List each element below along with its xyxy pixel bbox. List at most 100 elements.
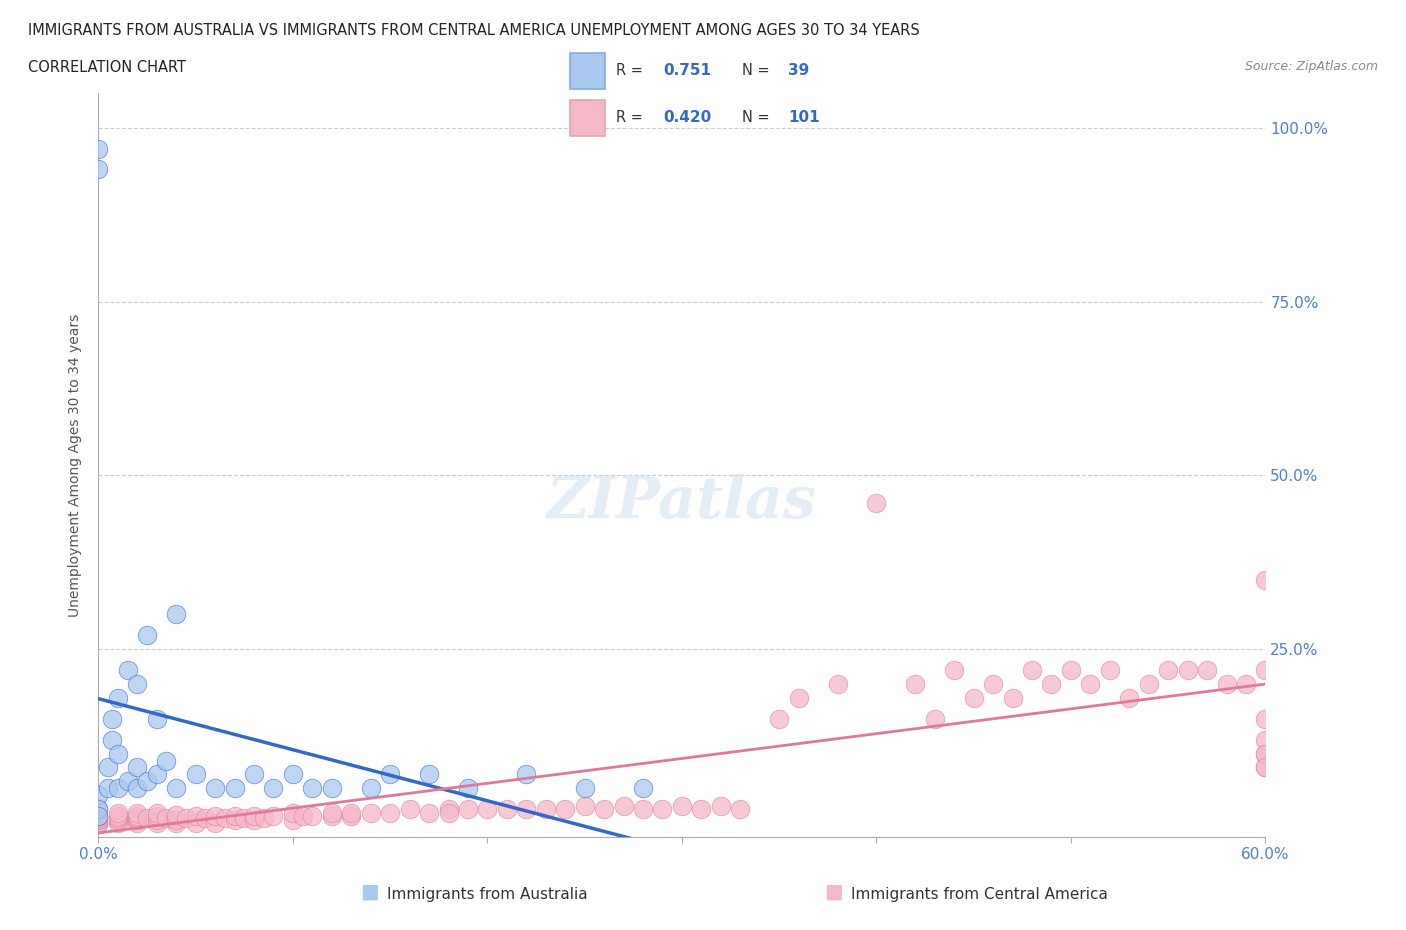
Point — [262, 781, 284, 796]
Text: Immigrants from Australia: Immigrants from Australia — [387, 887, 588, 902]
Point — [165, 812, 187, 827]
Point — [87, 809, 110, 824]
Point — [477, 802, 499, 817]
Point — [671, 798, 693, 813]
Point — [768, 711, 790, 726]
Point — [204, 809, 226, 824]
Point — [194, 810, 217, 825]
Point — [437, 802, 460, 817]
Point — [360, 781, 382, 796]
Point — [865, 496, 887, 511]
Point — [495, 802, 517, 817]
Point — [710, 798, 733, 813]
Point — [515, 767, 537, 782]
Point — [574, 798, 596, 813]
Point — [534, 802, 557, 817]
Bar — [569, 52, 606, 89]
Point — [378, 805, 402, 820]
Point — [87, 816, 110, 830]
Bar — [569, 100, 606, 136]
Text: ZIPatlas: ZIPatlas — [547, 474, 817, 530]
Point — [515, 802, 537, 817]
Point — [340, 805, 363, 820]
Point — [243, 809, 266, 824]
Point — [127, 760, 149, 775]
Point — [651, 802, 673, 817]
Point — [117, 774, 139, 789]
Point — [97, 781, 120, 796]
Point — [962, 690, 984, 705]
Point — [107, 810, 129, 825]
Point — [690, 802, 713, 817]
Point — [631, 781, 654, 796]
Text: Immigrants from Central America: Immigrants from Central America — [851, 887, 1108, 902]
Point — [1118, 690, 1140, 705]
Point — [437, 805, 460, 820]
Point — [87, 802, 110, 817]
Point — [1098, 663, 1121, 678]
Point — [904, 677, 927, 692]
Point — [418, 767, 440, 782]
Point — [253, 810, 276, 825]
Point — [398, 802, 420, 817]
Point — [574, 781, 596, 796]
Point — [1021, 663, 1043, 678]
Point — [730, 802, 752, 817]
Point — [1254, 760, 1277, 775]
Point — [1157, 663, 1180, 678]
Point — [1254, 746, 1277, 761]
Point — [1080, 677, 1102, 692]
Text: 0.751: 0.751 — [662, 63, 711, 78]
Text: Source: ZipAtlas.com: Source: ZipAtlas.com — [1244, 60, 1378, 73]
Point — [127, 781, 149, 796]
Point — [136, 810, 159, 825]
Point — [281, 812, 304, 827]
Text: 39: 39 — [789, 63, 810, 78]
Point — [87, 809, 110, 824]
Point — [281, 767, 304, 782]
Point — [631, 802, 654, 817]
Point — [136, 628, 159, 643]
Point — [165, 807, 187, 822]
Point — [146, 809, 169, 824]
Point — [136, 774, 159, 789]
Point — [146, 812, 169, 827]
Text: IMMIGRANTS FROM AUSTRALIA VS IMMIGRANTS FROM CENTRAL AMERICA UNEMPLOYMENT AMONG : IMMIGRANTS FROM AUSTRALIA VS IMMIGRANTS … — [28, 23, 920, 38]
Point — [457, 802, 479, 817]
Point — [87, 802, 110, 817]
Point — [184, 809, 207, 824]
Point — [107, 812, 129, 827]
Point — [87, 141, 110, 156]
Point — [97, 760, 120, 775]
Point — [87, 816, 110, 830]
Point — [127, 805, 149, 820]
Point — [184, 767, 207, 782]
Point — [101, 711, 124, 726]
Point — [613, 798, 636, 813]
Point — [1254, 746, 1277, 761]
Point — [301, 781, 323, 796]
Point — [127, 809, 149, 824]
Point — [127, 812, 149, 827]
Text: ▪: ▪ — [823, 878, 844, 907]
Point — [165, 607, 187, 622]
Point — [224, 812, 246, 827]
Text: CORRELATION CHART: CORRELATION CHART — [28, 60, 186, 75]
Point — [146, 805, 169, 820]
Point — [146, 767, 169, 782]
Point — [360, 805, 382, 820]
Point — [155, 810, 177, 825]
Point — [146, 816, 169, 830]
Point — [457, 781, 479, 796]
Point — [107, 746, 129, 761]
Point — [87, 816, 110, 830]
Point — [1234, 677, 1257, 692]
Point — [184, 816, 207, 830]
Point — [127, 816, 149, 830]
Point — [1001, 690, 1024, 705]
Point — [204, 781, 226, 796]
Point — [224, 809, 246, 824]
Text: R =: R = — [616, 111, 648, 126]
Point — [1254, 572, 1277, 587]
Text: N =: N = — [742, 111, 773, 126]
